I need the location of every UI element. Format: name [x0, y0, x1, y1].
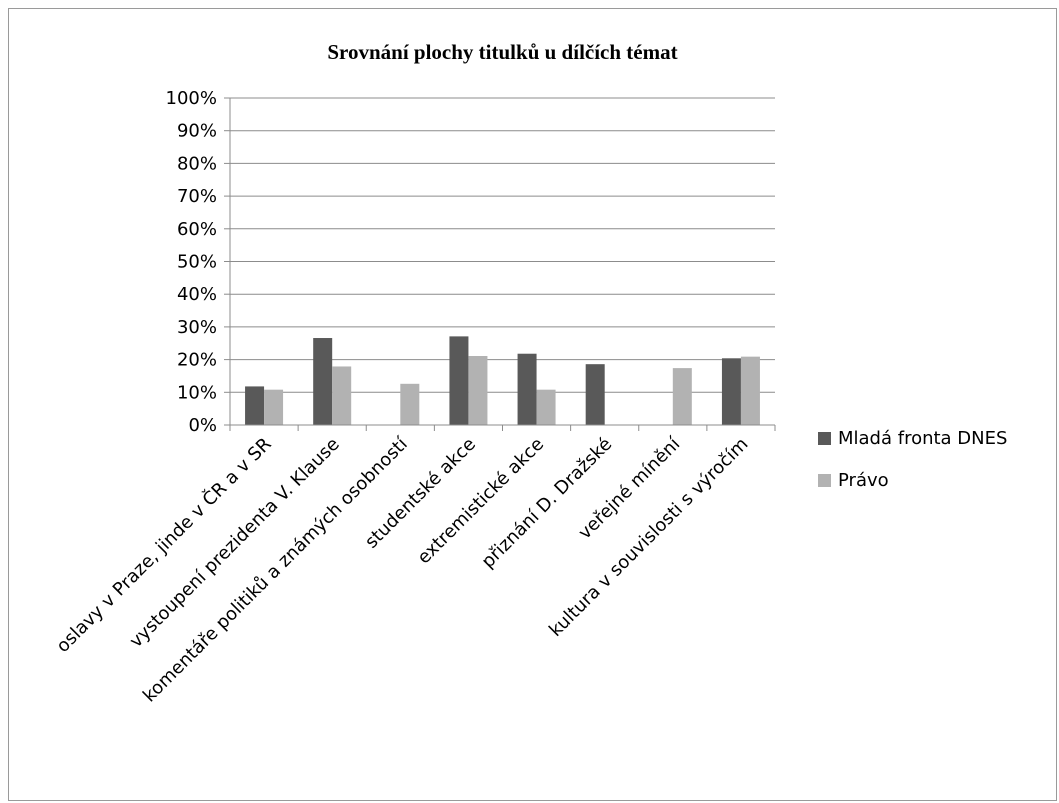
gridlines — [230, 97, 775, 393]
bar — [468, 356, 488, 425]
bar — [332, 366, 352, 425]
y-tick-label: 70% — [177, 186, 217, 207]
legend-swatch — [818, 474, 831, 487]
legend: Mladá fronta DNES Právo — [818, 428, 1007, 491]
y-tick-label: 10% — [177, 382, 217, 403]
y-tick-label: 30% — [177, 317, 217, 338]
legend-label: Mladá fronta DNES — [838, 428, 1007, 449]
y-tick-label: 40% — [177, 284, 217, 305]
bar — [721, 358, 741, 425]
bar — [449, 336, 469, 425]
x-category-label: přiznání D. Dražské — [478, 434, 617, 573]
bar — [400, 383, 420, 425]
x-category-label: komentáře politiků a známých osobností — [139, 433, 412, 706]
bar — [313, 338, 333, 425]
y-tick-label: 0% — [188, 415, 217, 436]
bar — [245, 386, 265, 425]
bar — [585, 364, 605, 425]
bars — [245, 336, 760, 425]
y-tick-label: 100% — [166, 88, 217, 109]
y-tick-label: 90% — [177, 121, 217, 142]
y-tick-label: 50% — [177, 252, 217, 273]
legend-label: Právo — [838, 470, 889, 491]
legend-swatch — [818, 432, 831, 445]
bar — [672, 368, 692, 425]
x-category-label: extremistické akce — [413, 434, 548, 569]
bar — [740, 356, 760, 425]
chart-title: Srovnání plochy titulků u dílčích témat — [327, 40, 678, 64]
bar — [264, 389, 284, 425]
bar — [517, 353, 537, 425]
y-tick-label: 80% — [177, 153, 217, 174]
x-category-labels: oslavy v Praze, jinde v ČR a v SRvystoup… — [52, 433, 753, 706]
axes — [224, 97, 776, 431]
y-tick-label: 60% — [177, 219, 217, 240]
y-tick-label: 20% — [177, 350, 217, 371]
y-tick-labels: 0% 10% 20% 30% 40% 50% 60% 70% 80% 90% 100% — [166, 88, 217, 436]
bar — [536, 389, 556, 425]
